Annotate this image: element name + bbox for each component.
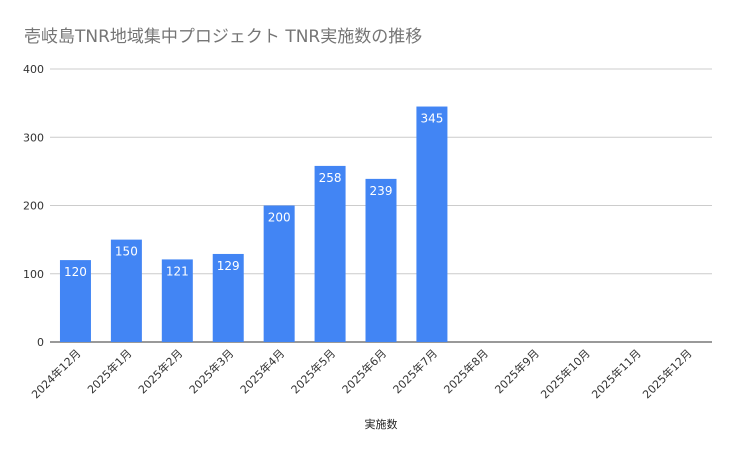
x-tick-label: 2025年9月 [492,346,542,396]
x-axis-label: 実施数 [365,417,398,431]
x-tick-label: 2025年3月 [186,346,236,396]
data-label: 121 [166,264,189,278]
bar [59,260,91,342]
x-tick-label: 2025年8月 [441,346,491,396]
data-label: 239 [370,184,393,198]
x-tick-label: 2024年12月 [28,346,83,401]
data-label: 200 [268,211,291,225]
x-tick-label: 2025年5月 [288,346,338,396]
data-label: 120 [64,265,87,279]
x-tick-label: 2025年2月 [135,346,185,396]
x-tick-label: 2025年7月 [390,346,440,396]
data-label: 345 [420,112,443,126]
bar [110,239,142,342]
y-tick-label: 300 [23,131,44,144]
x-tick-label: 2025年10月 [538,346,593,401]
bar [263,205,295,342]
x-tick-label: 2025年1月 [84,346,134,396]
y-tick-label: 100 [23,268,44,281]
bar [161,259,193,342]
x-tick-label: 2025年11月 [589,346,644,401]
y-tick-label: 400 [23,63,44,76]
bar [314,165,346,342]
chart-title: 壱岐島TNR地域集中プロジェクト TNR実施数の推移 [24,27,423,47]
data-label: 129 [217,259,240,273]
data-label: 258 [319,171,342,185]
y-tick-label: 200 [23,200,44,213]
bar [416,106,448,342]
x-tick-label: 2025年4月 [237,346,287,396]
x-tick-label: 2025年6月 [339,346,389,396]
bar [212,253,244,342]
bar [365,178,397,342]
y-tick-label: 0 [37,336,44,349]
x-tick-label: 2025年12月 [640,346,695,401]
data-label: 150 [115,245,138,259]
